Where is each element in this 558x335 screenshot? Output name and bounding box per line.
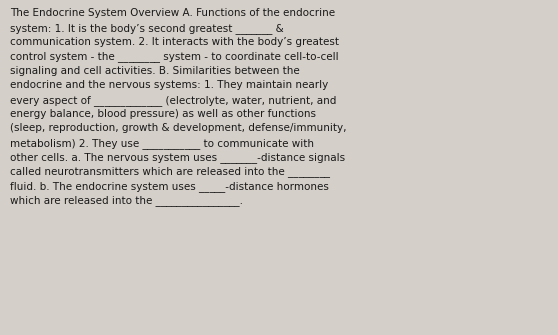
Text: energy balance, blood pressure) as well as other functions: energy balance, blood pressure) as well … bbox=[10, 109, 316, 119]
Text: control system - the ________ system - to coordinate cell-to-cell: control system - the ________ system - t… bbox=[10, 52, 339, 62]
Text: other cells. a. The nervous system uses _______-distance signals: other cells. a. The nervous system uses … bbox=[10, 152, 345, 163]
Text: The Endocrine System Overview A. Functions of the endocrine: The Endocrine System Overview A. Functio… bbox=[10, 8, 335, 18]
Text: endocrine and the nervous systems: 1. They maintain nearly: endocrine and the nervous systems: 1. Th… bbox=[10, 80, 328, 90]
Text: fluid. b. The endocrine system uses _____-distance hormones: fluid. b. The endocrine system uses ____… bbox=[10, 181, 329, 192]
Text: which are released into the ________________.: which are released into the ____________… bbox=[10, 195, 243, 206]
Text: (sleep, reproduction, growth & development, defense/immunity,: (sleep, reproduction, growth & developme… bbox=[10, 123, 347, 133]
Text: every aspect of _____________ (electrolyte, water, nutrient, and: every aspect of _____________ (electroly… bbox=[10, 94, 336, 106]
Text: system: 1. It is the body’s second greatest _______ &: system: 1. It is the body’s second great… bbox=[10, 23, 284, 34]
Text: communication system. 2. It interacts with the body’s greatest: communication system. 2. It interacts wi… bbox=[10, 37, 339, 47]
Text: signaling and cell activities. B. Similarities between the: signaling and cell activities. B. Simila… bbox=[10, 66, 300, 76]
Text: called neurotransmitters which are released into the ________: called neurotransmitters which are relea… bbox=[10, 166, 330, 178]
Text: metabolism) 2. They use ___________ to communicate with: metabolism) 2. They use ___________ to c… bbox=[10, 138, 314, 149]
